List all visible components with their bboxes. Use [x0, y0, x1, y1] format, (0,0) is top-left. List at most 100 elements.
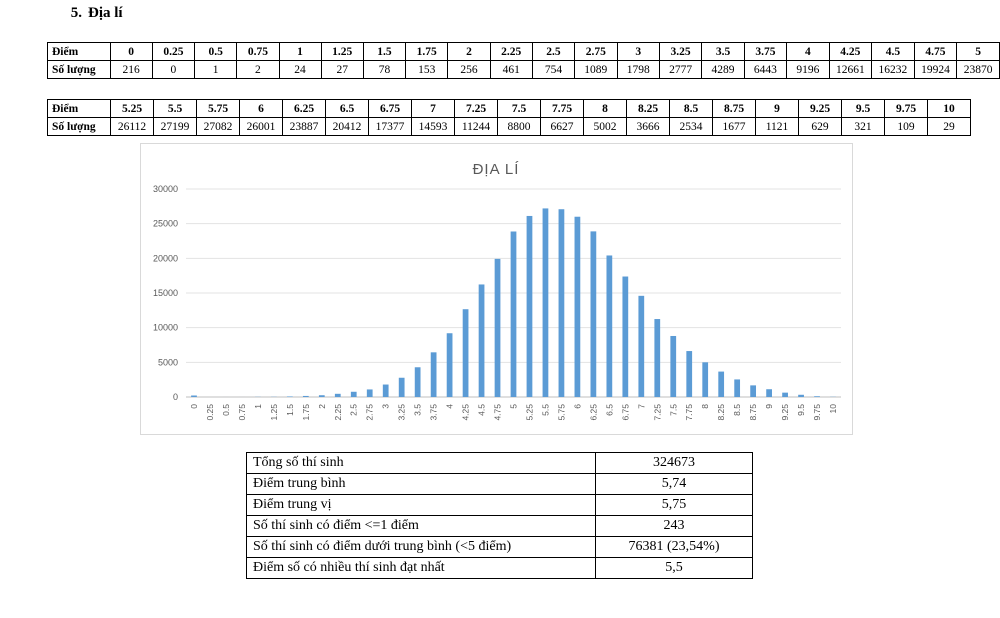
count-cell: 321	[841, 117, 885, 136]
count-cell: 27	[320, 60, 364, 79]
score-header-cell: 1.75	[405, 42, 449, 61]
bar	[302, 395, 309, 397]
x-tick-label: 1.25	[269, 404, 279, 421]
x-tick-label: 9	[764, 404, 774, 409]
x-tick-label: 2.75	[365, 404, 375, 421]
count-cell: 2	[236, 60, 280, 79]
x-tick-label: 4.5	[477, 404, 487, 416]
bar	[398, 377, 405, 397]
score-header-cell: 5.75	[196, 99, 240, 118]
count-cell: 23870	[956, 60, 1000, 79]
x-tick-label: 7.75	[684, 404, 694, 421]
stats-row: Điểm trung vị 5,75	[246, 494, 753, 516]
score-header-cell: 8.5	[669, 99, 713, 118]
bar	[574, 216, 581, 397]
count-row: Số lượng 216 0 1 2 24 27 78 153 256 461 754 1089 1798…	[47, 60, 1000, 79]
bar	[686, 351, 693, 397]
stats-label: Số thí sinh có điểm <=1 điểm	[246, 515, 596, 537]
score-header-cell: 6.75	[368, 99, 412, 118]
score-header-cell: 0	[109, 42, 153, 61]
bar	[334, 393, 341, 397]
count-cell: 1677	[712, 117, 756, 136]
count-cell: 78	[362, 60, 407, 79]
count-cell: 5002	[583, 117, 627, 136]
count-cell: 17377	[368, 117, 412, 136]
section-number: 5.	[70, 5, 82, 21]
score-header-cell: 4	[786, 42, 830, 61]
score-header-cell: 2.75	[574, 42, 618, 61]
score-header-cell: 5.5	[153, 99, 197, 118]
x-axis-ticks: 0 0.25 0.5 0.75 1 1.25 1.5 1.75 2 2.25 2.5 2.75 3 3.2…	[189, 404, 838, 421]
count-cell: 256	[447, 60, 491, 79]
score-header-cell: 8.75	[712, 99, 756, 118]
bar	[590, 231, 597, 397]
score-header-cell: 6.25	[282, 99, 326, 118]
score-header-cell: 10	[927, 99, 971, 118]
count-cell: 19924	[913, 60, 958, 79]
x-tick-label: 3.25	[397, 404, 407, 421]
y-tick-label: 30000	[153, 184, 178, 194]
count-cell: 754	[531, 60, 576, 79]
score-header-cell: 8.25	[626, 99, 670, 118]
score-header-cell: 2	[447, 42, 491, 61]
bar	[718, 371, 725, 397]
x-tick-label: 6	[572, 404, 582, 409]
x-tick-label: 9.25	[780, 404, 790, 421]
bar	[414, 367, 421, 397]
stats-row: Điểm số có nhiều thí sinh đạt nhất 5,5	[246, 557, 753, 579]
bar	[494, 258, 501, 397]
score-header-cell: 0.25	[151, 42, 196, 61]
count-cell: 16232	[871, 60, 915, 79]
x-tick-label: 0	[189, 404, 199, 409]
score-header-cell: 9.75	[884, 99, 928, 118]
x-tick-label: 9.75	[812, 404, 822, 421]
x-tick-label: 4.25	[461, 404, 471, 421]
x-tick-label: 3	[381, 404, 391, 409]
x-tick-label: 0.5	[221, 404, 231, 416]
y-tick-label: 15000	[153, 288, 178, 298]
x-tick-label: 3.5	[413, 404, 423, 416]
bar	[750, 385, 757, 397]
score-header-cell: 3.5	[701, 42, 745, 61]
count-cell: 1089	[574, 60, 618, 79]
score-header-cell: 4.5	[871, 42, 915, 61]
x-tick-label: 10	[828, 404, 838, 414]
stats-row: Số thí sinh có điểm <=1 điểm 243	[246, 515, 753, 537]
score-header-label: Điểm	[47, 99, 111, 118]
stats-value: 5,5	[595, 557, 753, 579]
x-tick-label: 2.5	[349, 404, 359, 416]
x-tick-label: 7	[636, 404, 646, 409]
score-header-cell: 7.5	[497, 99, 541, 118]
count-cell: 8800	[497, 117, 541, 136]
count-cell: 1121	[755, 117, 799, 136]
stats-value: 76381 (23,54%)	[595, 536, 753, 558]
x-tick-label: 1.75	[301, 404, 311, 421]
stats-row: Điểm trung bình 5,74	[246, 473, 753, 495]
x-tick-label: 2.25	[333, 404, 343, 421]
bar	[606, 255, 613, 397]
x-tick-label: 0.25	[205, 404, 215, 421]
x-tick-label: 1.5	[285, 404, 295, 416]
chart-title: ĐỊA LÍ	[473, 161, 520, 178]
score-header-label: Điểm	[47, 42, 111, 61]
count-cell: 9196	[786, 60, 830, 79]
bar	[446, 333, 453, 397]
stats-label: Điểm trung vị	[246, 494, 596, 516]
x-tick-label: 5	[509, 404, 519, 409]
score-header-cell: 8	[583, 99, 627, 118]
section-heading: 5. Địa lí	[60, 5, 123, 22]
score-distribution-table-2: Điểm 5.25 5.5 5.75 6 6.25 6.5 6.75 7 7.25 7.5 7.75 8…	[47, 99, 971, 136]
bars	[191, 208, 836, 397]
stats-value: 5,75	[595, 494, 753, 516]
count-cell: 27199	[153, 117, 197, 136]
count-cell: 216	[109, 60, 153, 79]
stats-value: 5,74	[595, 473, 753, 495]
summary-stats-table: Tổng số thí sinh 324673 Điểm trung bình 5,7…	[246, 452, 753, 579]
bar	[622, 276, 629, 397]
count-cell: 23887	[282, 117, 326, 136]
count-cell: 20412	[325, 117, 369, 136]
x-tick-label: 8.5	[732, 404, 742, 416]
stats-value: 324673	[595, 452, 753, 474]
bar	[654, 319, 661, 397]
